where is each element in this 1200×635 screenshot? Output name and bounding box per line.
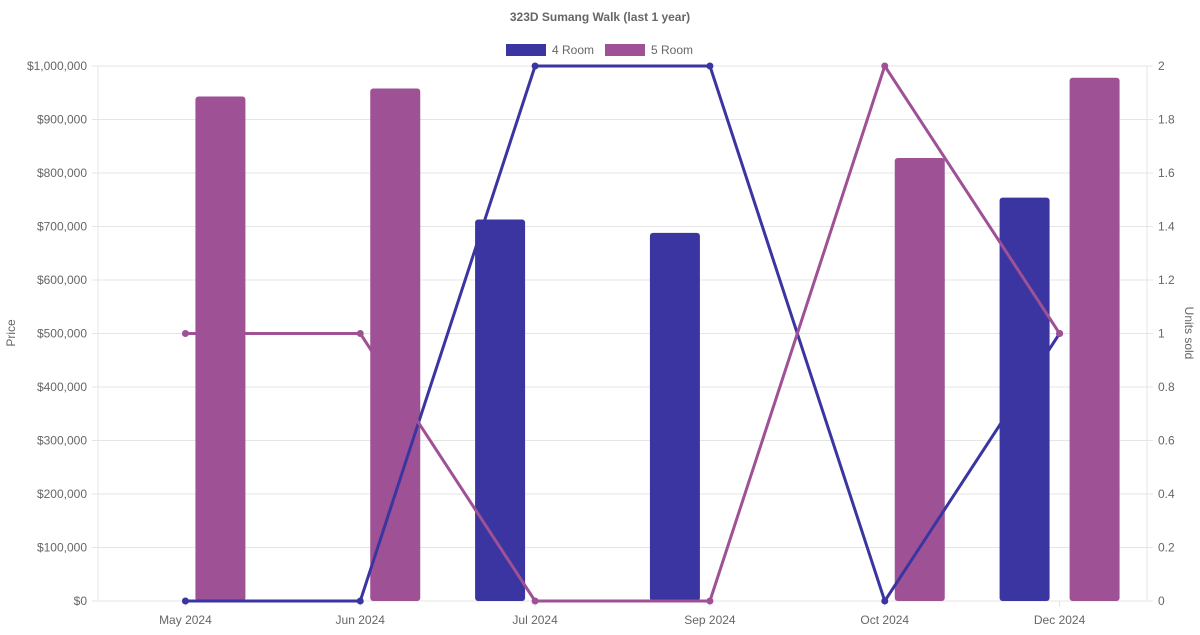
y-left-tick-label: $0 [74, 594, 88, 608]
legend: 4 Room 5 Room [506, 43, 693, 57]
y-right-tick-label: 0.2 [1158, 541, 1175, 555]
bar-4-room[interactable] [999, 197, 1050, 602]
point-4-room[interactable] [881, 597, 889, 605]
bar-4-room[interactable] [475, 219, 526, 602]
y-left-tick-label: $200,000 [37, 487, 87, 501]
lines [181, 62, 1064, 605]
legend-label-4-room: 4 Room [552, 43, 594, 57]
y-right-tick-label: 1.4 [1158, 220, 1175, 234]
y-right-tick-label: 0 [1158, 594, 1165, 608]
y-axis-right-label: Units sold [1182, 307, 1196, 360]
legend-swatch-4-room [506, 44, 546, 56]
y-left-tick-label: $100,000 [37, 541, 87, 555]
y-left-tick-label: $800,000 [37, 166, 87, 180]
point-5-room[interactable] [1056, 330, 1064, 337]
bar-5-room[interactable] [195, 96, 246, 602]
point-5-room[interactable] [356, 330, 364, 337]
y-left-tick-label: $900,000 [37, 113, 87, 127]
x-tick-label: Oct 2024 [860, 613, 909, 627]
y-right-tick-label: 0.8 [1158, 380, 1175, 394]
y-left-tick-label: $400,000 [37, 380, 87, 394]
x-tick-label: May 2024 [159, 613, 212, 627]
y-left-tick-label: $300,000 [37, 434, 87, 448]
bar-5-room[interactable] [1069, 77, 1120, 601]
y-axis-left: $0 $100,000 $200,000 $300,000 $400,000 $500,0… [27, 59, 98, 608]
line-5-room[interactable] [185, 64, 1061, 603]
x-axis: May 2024 Jun 2024 Jul 2024 Sep 2024 Oct 2024… [159, 601, 1086, 627]
bar-5-room[interactable] [370, 88, 421, 602]
y-left-tick-label: $600,000 [37, 273, 87, 287]
y-left-tick-label: $1,000,000 [27, 59, 87, 73]
legend-item-5-room[interactable]: 5 Room [605, 43, 693, 57]
point-5-room[interactable] [531, 597, 539, 605]
x-tick-label: Jun 2024 [336, 613, 386, 627]
y-right-tick-label: 0.6 [1158, 434, 1175, 448]
point-5-room[interactable] [881, 62, 889, 70]
bar-4-room[interactable] [649, 232, 700, 602]
y-right-tick-label: 0.4 [1158, 487, 1175, 501]
x-tick-label: Jul 2024 [512, 613, 558, 627]
point-5-room[interactable] [706, 597, 714, 605]
legend-item-4-room[interactable]: 4 Room [506, 43, 594, 57]
x-tick-label: Dec 2024 [1034, 613, 1086, 627]
y-left-tick-label: $700,000 [37, 220, 87, 234]
y-axis-right: 0 0.2 0.4 0.6 0.8 1 1.2 1.4 1.6 1.8 2 [1147, 59, 1175, 608]
point-4-room[interactable] [356, 597, 364, 605]
y-axis-left-label: Price [4, 319, 18, 347]
bar-5-room[interactable] [894, 158, 945, 601]
y-right-tick-label: 1.2 [1158, 273, 1175, 287]
bars [195, 77, 1120, 602]
legend-swatch-5-room [605, 44, 645, 56]
y-right-tick-label: 1 [1158, 327, 1165, 341]
y-right-tick-label: 2 [1158, 59, 1165, 73]
point-4-room[interactable] [706, 62, 714, 70]
line-4-room[interactable] [185, 64, 1061, 603]
chart-title: 323D Sumang Walk (last 1 year) [510, 10, 690, 24]
legend-label-5-room: 5 Room [651, 43, 693, 57]
point-5-room[interactable] [181, 330, 189, 337]
y-left-tick-label: $500,000 [37, 327, 87, 341]
point-4-room[interactable] [531, 62, 539, 70]
point-4-room[interactable] [181, 597, 189, 605]
x-tick-label: Sep 2024 [684, 613, 736, 627]
y-right-tick-label: 1.8 [1158, 113, 1175, 127]
y-right-tick-label: 1.6 [1158, 166, 1175, 180]
